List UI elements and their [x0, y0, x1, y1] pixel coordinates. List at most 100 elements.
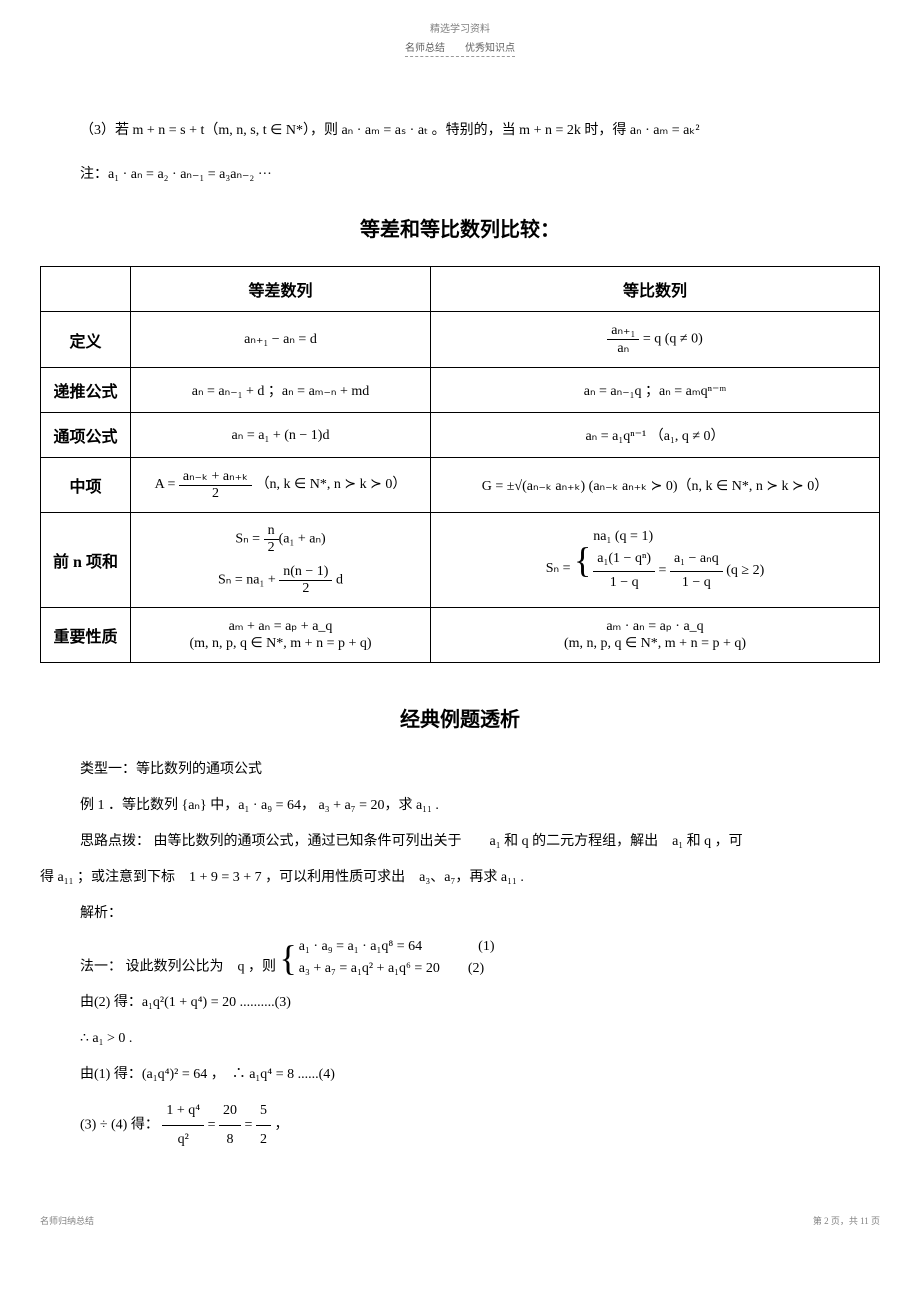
frac-num: n(n − 1) [279, 564, 332, 581]
sum2-post: d [332, 573, 343, 588]
gsum-post: (q ≥ 2) [723, 563, 765, 578]
step4-frac3: 5 2 [256, 1097, 271, 1154]
row-middle: 中项 A = aₙ₋ₖ + aₙ₊ₖ 2 （n, k ∈ N*, n ≻ k ≻… [41, 458, 880, 513]
frac-den: q² [162, 1126, 204, 1154]
frac-den: 1 − q [593, 572, 655, 594]
frac-den: 2 [264, 540, 279, 556]
frac-num: aₙ₋ₖ + aₙ₊ₖ [179, 468, 252, 486]
step4-frac1: 1 + q⁴ q² [162, 1097, 204, 1154]
gsum-pre: Sₙ = [546, 561, 574, 576]
prop-line-1: （3）若 m + n = s + t（m, n, s, t ∈ N*），则 aₙ… [40, 117, 880, 145]
step4-post: ， [271, 1118, 289, 1133]
geom-def: aₙ₊₁ aₙ = q (q ≠ 0) [431, 312, 880, 368]
ex-hint2: 得 a₁₁ ；或注意到下标 1 + 9 = 3 + 7 ，可以利用性质可求出 a… [40, 864, 880, 892]
prop-line-2: 注：a₁ · aₙ = a₂ · aₙ₋₁ = a₃aₙ₋₂ ··· [40, 161, 880, 189]
geom-def-rest: = q (q ≠ 0) [639, 332, 702, 347]
gsum-case2: a₁(1 − qⁿ) 1 − q = a₁ − aₙq 1 − q (q ≥ 2… [593, 548, 764, 594]
arith-mid-pre: A = [155, 477, 179, 492]
brace-icon: { [280, 940, 297, 976]
doc-header-sub: 名师总结 优秀知识点 [405, 39, 515, 57]
label-rec: 递推公式 [41, 368, 131, 413]
arith-sum: Sₙ = n 2 (a₁ + aₙ) Sₙ = na₁ + n(n − 1) 2… [131, 513, 431, 608]
gsum-mid: = [655, 563, 670, 578]
arith-gen: aₙ = a₁ + (n − 1)d [131, 413, 431, 458]
frac-den: 8 [219, 1126, 241, 1154]
sum2-pre: Sₙ = na₁ + [218, 573, 279, 588]
row-property: 重要性质 aₘ + aₙ = aₚ + a_q (m, n, p, q ∈ N*… [41, 608, 880, 663]
sum1-post: (a₁ + aₙ) [279, 532, 326, 547]
frac-den: 2 [179, 486, 252, 502]
method1-brace: { a₁ · a₉ = a₁ · a₁q⁸ = 64 (1) a₃ + a₇ =… [280, 936, 495, 981]
geom-gen: aₙ = a₁qⁿ⁻¹ （a₁, q ≠ 0） [431, 413, 880, 458]
page-footer: 名师归纳总结 第 2 页，共 11 页 [40, 1214, 880, 1227]
ex-method1: 法一： 设此数列公比为 q ，则 { a₁ · a₉ = a₁ · a₁q⁸ =… [40, 936, 880, 981]
step4-mid2: = [241, 1118, 256, 1133]
step4-frac2: 20 8 [219, 1097, 241, 1154]
arith-prop-2: (m, n, p, q ∈ N*, m + n = p + q) [139, 635, 422, 652]
step3: 由(1) 得：(a₁q⁴)² = 64 ， ∴ a₁q⁴ = 8 ......(… [40, 1061, 880, 1089]
arith-mid-frac: aₙ₋ₖ + aₙ₊ₖ 2 [179, 468, 252, 502]
eq1: a₁ · a₉ = a₁ · a₁q⁸ = 64 (1) [299, 936, 495, 958]
geom-prop-1: aₘ · aₙ = aₚ · a_q [439, 618, 871, 635]
brace-icon: { [574, 542, 591, 578]
th-arith: 等差数列 [131, 267, 431, 312]
frac-den: 2 [256, 1126, 271, 1154]
geom-sum: Sₙ = { na₁ (q = 1) a₁(1 − qⁿ) 1 − q = a₁… [431, 513, 880, 608]
example-title: 经典例题透析 [40, 703, 880, 732]
step1: 由(2) 得：a₁q²(1 + q⁴) = 20 ..........(3) [40, 989, 880, 1017]
geom-mid: G = ±√(aₙ₋ₖ aₙ₊ₖ) (aₙ₋ₖ aₙ₊ₖ ≻ 0)（n, k ∈… [431, 458, 880, 513]
row-general: 通项公式 aₙ = a₁ + (n − 1)d aₙ = a₁qⁿ⁻¹ （a₁,… [41, 413, 880, 458]
example-section: 类型一：等比数列的通项公式 例 1 ．等比数列 {aₙ} 中，a₁ · a₉ =… [40, 756, 880, 1154]
brace-content: na₁ (q = 1) a₁(1 − qⁿ) 1 − q = a₁ − aₙq … [593, 526, 764, 594]
label-prop: 重要性质 [41, 608, 131, 663]
step4-mid1: = [204, 1118, 219, 1133]
doc-header-top: 精选学习资料 [40, 20, 880, 35]
frac-num: 20 [219, 1097, 241, 1126]
frac-den: 1 − q [670, 572, 723, 594]
ex-hint: 思路点拨： 由等比数列的通项公式，通过已知条件可列出关于 a₁ 和 q 的二元方… [40, 828, 880, 856]
gsum-frac2: a₁ − aₙq 1 − q [670, 548, 723, 594]
label-gen: 通项公式 [41, 413, 131, 458]
frac-num: 1 + q⁴ [162, 1097, 204, 1126]
arith-def: aₙ₊₁ − aₙ = d [131, 312, 431, 368]
footer-left: 名师归纳总结 [40, 1214, 94, 1227]
arith-rec: aₙ = aₙ₋₁ + d ；aₙ = aₘ₋ₙ + md [131, 368, 431, 413]
step2: ∴ a₁ > 0 . [40, 1025, 880, 1053]
brace-content: a₁ · a₉ = a₁ · a₁q⁸ = 64 (1) a₃ + a₇ = a… [299, 936, 495, 981]
frac-num: n [264, 523, 279, 540]
label-def: 定义 [41, 312, 131, 368]
th-blank [41, 267, 131, 312]
row-recurrence: 递推公式 aₙ = aₙ₋₁ + d ；aₙ = aₘ₋ₙ + md aₙ = … [41, 368, 880, 413]
frac-num: a₁ − aₙq [670, 548, 723, 571]
doc-header-sub-wrapper: 名师总结 优秀知识点 [40, 39, 880, 87]
frac-den: aₙ [607, 340, 639, 357]
eq2: a₃ + a₇ = a₁q² + a₁q⁶ = 20 (2) [299, 958, 495, 980]
geom-prop-2: (m, n, p, q ∈ N*, m + n = p + q) [439, 635, 871, 652]
arith-prop-1: aₘ + aₙ = aₚ + a_q [139, 618, 422, 635]
sum1-frac: n 2 [264, 523, 279, 556]
gsum-brace: { na₁ (q = 1) a₁(1 − qⁿ) 1 − q = a₁ − aₙ… [574, 526, 764, 594]
frac-num: aₙ₊₁ [607, 322, 639, 340]
method1-label: 法一： 设此数列公比为 q ，则 [80, 959, 280, 974]
geom-prop: aₘ · aₙ = aₚ · a_q (m, n, p, q ∈ N*, m +… [431, 608, 880, 663]
geom-def-frac: aₙ₊₁ aₙ [607, 322, 639, 357]
th-geom: 等比数列 [431, 267, 880, 312]
row-definition: 定义 aₙ₊₁ − aₙ = d aₙ₊₁ aₙ = q (q ≠ 0) [41, 312, 880, 368]
arith-prop: aₘ + aₙ = aₚ + a_q (m, n, p, q ∈ N*, m +… [131, 608, 431, 663]
label-mid: 中项 [41, 458, 131, 513]
ex-problem: 例 1 ．等比数列 {aₙ} 中，a₁ · a₉ = 64， a₃ + a₇ =… [40, 792, 880, 820]
ex-analysis: 解析： [40, 900, 880, 928]
gsum-case1: na₁ (q = 1) [593, 526, 764, 548]
row-sum: 前 n 项和 Sₙ = n 2 (a₁ + aₙ) Sₙ = na₁ + n(n… [41, 513, 880, 608]
label-sum: 前 n 项和 [41, 513, 131, 608]
frac-num: a₁(1 − qⁿ) [593, 548, 655, 571]
arith-mid-post: （n, k ∈ N*, n ≻ k ≻ 0） [252, 477, 406, 492]
frac-num: 5 [256, 1097, 271, 1126]
sum2-frac: n(n − 1) 2 [279, 564, 332, 597]
step4-pre: (3) ÷ (4) 得： [80, 1118, 159, 1133]
ex-type: 类型一：等比数列的通项公式 [40, 756, 880, 784]
comparison-table: 等差数列 等比数列 定义 aₙ₊₁ − aₙ = d aₙ₊₁ aₙ = q (… [40, 266, 880, 663]
step4: (3) ÷ (4) 得： 1 + q⁴ q² = 20 8 = 5 2 ， [40, 1097, 880, 1154]
arith-mid: A = aₙ₋ₖ + aₙ₊ₖ 2 （n, k ∈ N*, n ≻ k ≻ 0） [131, 458, 431, 513]
table-header-row: 等差数列 等比数列 [41, 267, 880, 312]
